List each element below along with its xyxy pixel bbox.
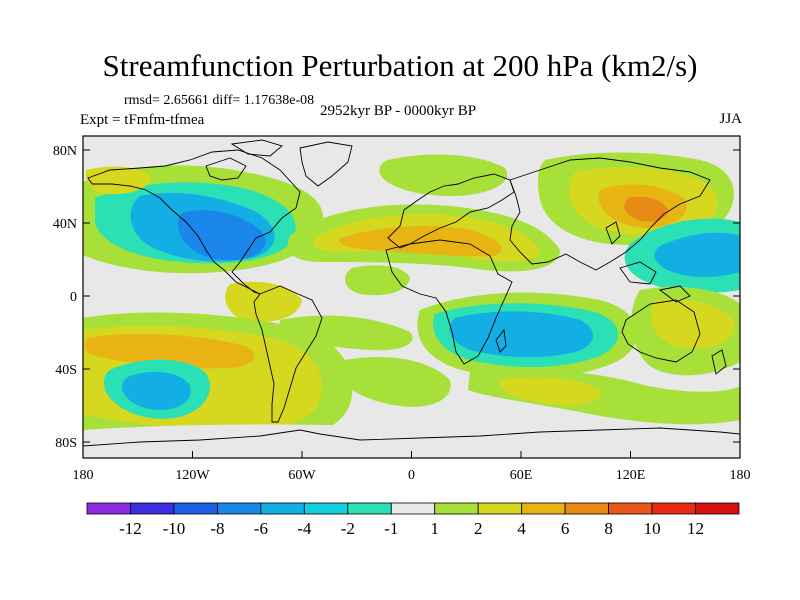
colorbar-swatch <box>86 502 131 515</box>
lon-tick-120e: 120E <box>616 468 646 483</box>
colorbar-label: -2 <box>341 519 355 538</box>
colorbar-label: 2 <box>474 519 483 538</box>
colorbar-swatch <box>347 502 392 515</box>
coast-greenland <box>299 141 353 187</box>
lon-tick-120w: 120W <box>175 468 210 483</box>
coast-antarctica <box>83 427 740 447</box>
colorbar-label: 6 <box>561 519 570 538</box>
colorbar-swatch <box>651 502 696 515</box>
season-label: JJA <box>719 111 742 127</box>
colorbar-label: 1 <box>430 519 439 538</box>
colorbar-label: -6 <box>254 519 268 538</box>
colorbar-swatch <box>477 502 523 515</box>
colorbar-swatch <box>303 502 349 515</box>
coast-north-america <box>87 149 301 295</box>
period-label: 2952kyr BP - 0000kyr BP <box>320 103 477 119</box>
colorbar-label: -1 <box>384 519 398 538</box>
lat-tick-40n: 40N <box>53 217 77 232</box>
colorbar-label: 10 <box>644 519 661 538</box>
colorbar-swatch <box>564 502 610 515</box>
colorbar-label: 4 <box>517 519 526 538</box>
lon-tick-60e: 60E <box>510 468 533 483</box>
lon-ticks <box>82 451 741 458</box>
colorbar <box>86 502 740 515</box>
colorbar-label: 8 <box>604 519 613 538</box>
colorbar-swatch <box>216 502 262 515</box>
colorbar-label: 12 <box>687 519 704 538</box>
lon-tick-60w: 60W <box>288 468 316 483</box>
colorbar-label: -8 <box>210 519 224 538</box>
colorbar-swatch <box>434 502 479 515</box>
coast-asia <box>509 157 711 271</box>
colorbar-swatch <box>260 502 305 515</box>
lat-tick-40s: 40S <box>55 363 77 378</box>
colorbar-swatch <box>130 502 175 515</box>
rmsd-diff-stats: rmsd= 2.65661 diff= 1.17638e-08 <box>124 93 315 108</box>
colorbar-swatch <box>695 502 740 515</box>
coastlines <box>83 139 740 447</box>
lon-tick-180w: 180 <box>73 468 94 483</box>
lat-ticks <box>83 149 740 443</box>
coast-africa <box>385 239 513 365</box>
contour-fills <box>83 136 740 458</box>
colorbar-swatch <box>173 502 218 515</box>
lat-tick-80s: 80S <box>55 436 77 451</box>
coast-south-america <box>253 285 323 423</box>
lon-tick-180e: 180 <box>730 468 751 483</box>
colorbar-swatch <box>521 502 566 515</box>
colorbar-swatch <box>608 502 653 515</box>
lat-tick-0: 0 <box>70 290 77 305</box>
colorbar-labels: -12 -10 -8 -6 -4 -2 -1 1 2 4 6 8 10 12 <box>119 519 704 538</box>
colorbar-label: -10 <box>163 519 186 538</box>
colorbar-label: -12 <box>119 519 142 538</box>
lon-tick-0: 0 <box>408 468 415 483</box>
coast-australia <box>621 299 701 363</box>
experiment-label: Expt = tFmfm-tfmea <box>80 112 205 128</box>
lat-tick-80n: 80N <box>53 144 77 159</box>
colorbar-swatch <box>390 502 436 515</box>
map-title: Streamfunction Perturbation at 200 hPa (… <box>102 48 698 83</box>
colorbar-label: -4 <box>297 519 312 538</box>
